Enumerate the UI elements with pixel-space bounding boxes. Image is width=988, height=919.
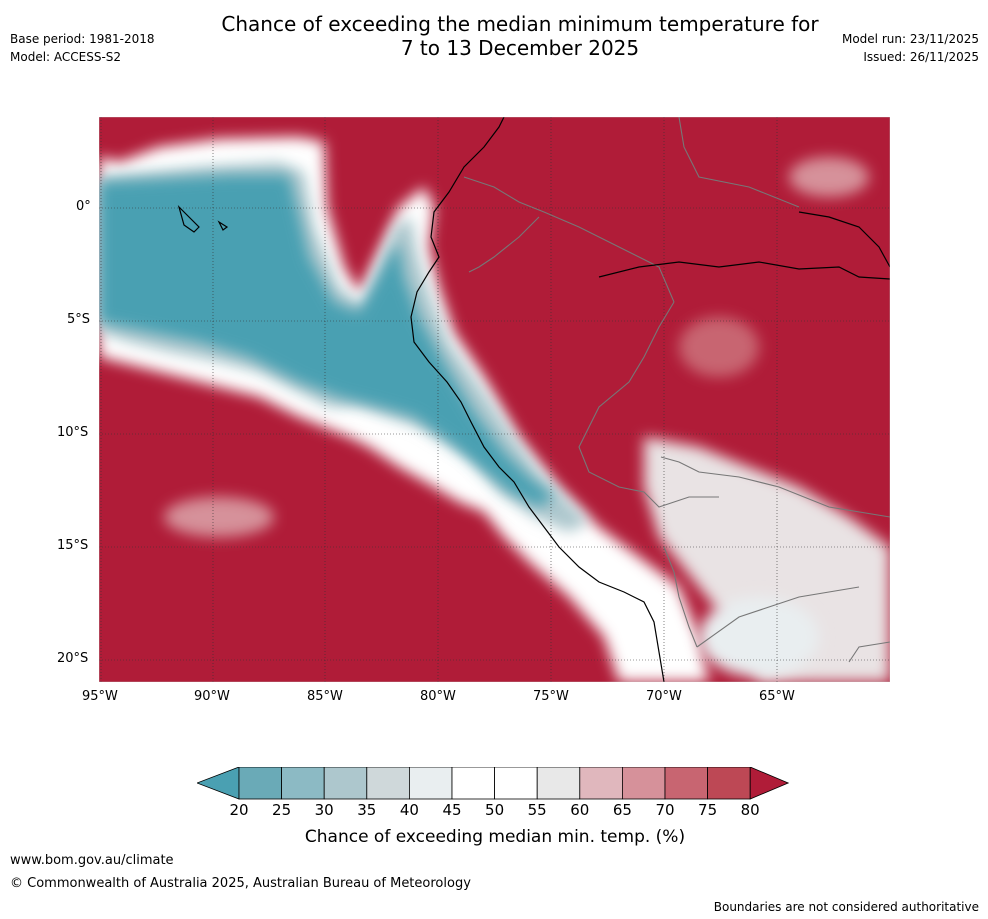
- model-text: Model: ACCESS-S2: [10, 50, 122, 64]
- probability-map: [99, 117, 890, 682]
- colorbar-segment: [536, 767, 581, 800]
- lon-label-75w: 75°W: [533, 689, 569, 704]
- colorbar: [197, 767, 790, 800]
- colorbar-segment: [408, 767, 453, 800]
- colorbar-tick-label: 20: [229, 801, 249, 819]
- colorbar-upper-arrow: [749, 767, 790, 800]
- colorbar-tick-label: 30: [314, 801, 334, 819]
- website-link[interactable]: www.bom.gov.au/climate: [10, 853, 174, 868]
- map-title: Chance of exceeding the median minimum t…: [140, 12, 900, 60]
- base-period-text: Base period: 1981-2018: [10, 32, 155, 46]
- map-title-line2: 7 to 13 December 2025: [400, 36, 640, 60]
- colorbar-tick-label: 25: [272, 801, 292, 819]
- lon-label-65w: 65°W: [759, 689, 795, 704]
- graticule: [99, 117, 890, 682]
- lon-label-85w: 85°W: [307, 689, 343, 704]
- map-title-line1: Chance of exceeding the median minimum t…: [221, 12, 819, 36]
- colorbar-tick-label: 75: [698, 801, 718, 819]
- colorbar-segment: [664, 767, 708, 800]
- colorbar-segment: [621, 767, 666, 800]
- colorbar-tick-label: 80: [740, 801, 760, 819]
- continent-variation: [164, 157, 869, 677]
- lat-label-0: 0°: [76, 199, 91, 214]
- colorbar-segment: [451, 767, 495, 800]
- issued-text: Issued: 26/11/2025: [863, 50, 979, 64]
- colorbar-tick-label: 50: [485, 801, 505, 819]
- colorbar-tick-label: 55: [527, 801, 547, 819]
- colorbar-segment: [366, 767, 410, 800]
- model-run-text: Model run: 23/11/2025: [841, 32, 979, 46]
- lat-label-5s: 5°S: [67, 312, 91, 327]
- coastline: [177, 117, 890, 682]
- colorbar-segment: [323, 767, 368, 800]
- colorbar-segment: [579, 767, 623, 800]
- lat-label-15s: 15°S: [57, 538, 89, 553]
- country-borders: [463, 117, 890, 663]
- colorbar-tick-label: 40: [399, 801, 419, 819]
- colorbar-segment: [238, 767, 282, 800]
- colorbar-tick-label: 70: [655, 801, 675, 819]
- colorbar-label: Chance of exceeding median min. temp. (%…: [304, 827, 686, 847]
- copyright-text: © Commonwealth of Australia 2025, Austra…: [10, 876, 471, 891]
- lat-label-10s: 10°S: [57, 425, 89, 440]
- colorbar-segment: [707, 767, 751, 800]
- colorbar-segment: [281, 767, 325, 800]
- colorbar-tick-label: 60: [570, 801, 590, 819]
- colorbar-segment: [494, 767, 538, 800]
- disclaimer-text: Boundaries are not considered authoritat…: [713, 900, 979, 914]
- lat-label-20s: 20°S: [57, 651, 89, 666]
- lon-label-70w: 70°W: [646, 689, 682, 704]
- lon-label-95w: 95°W: [82, 689, 118, 704]
- lon-label-80w: 80°W: [420, 689, 456, 704]
- lon-label-90w: 90°W: [194, 689, 230, 704]
- colorbar-tick-label: 45: [442, 801, 462, 819]
- colorbar-tick-label: 65: [612, 801, 632, 819]
- colorbar-lower-arrow: [197, 767, 240, 800]
- colorbar-tick-label: 35: [357, 801, 377, 819]
